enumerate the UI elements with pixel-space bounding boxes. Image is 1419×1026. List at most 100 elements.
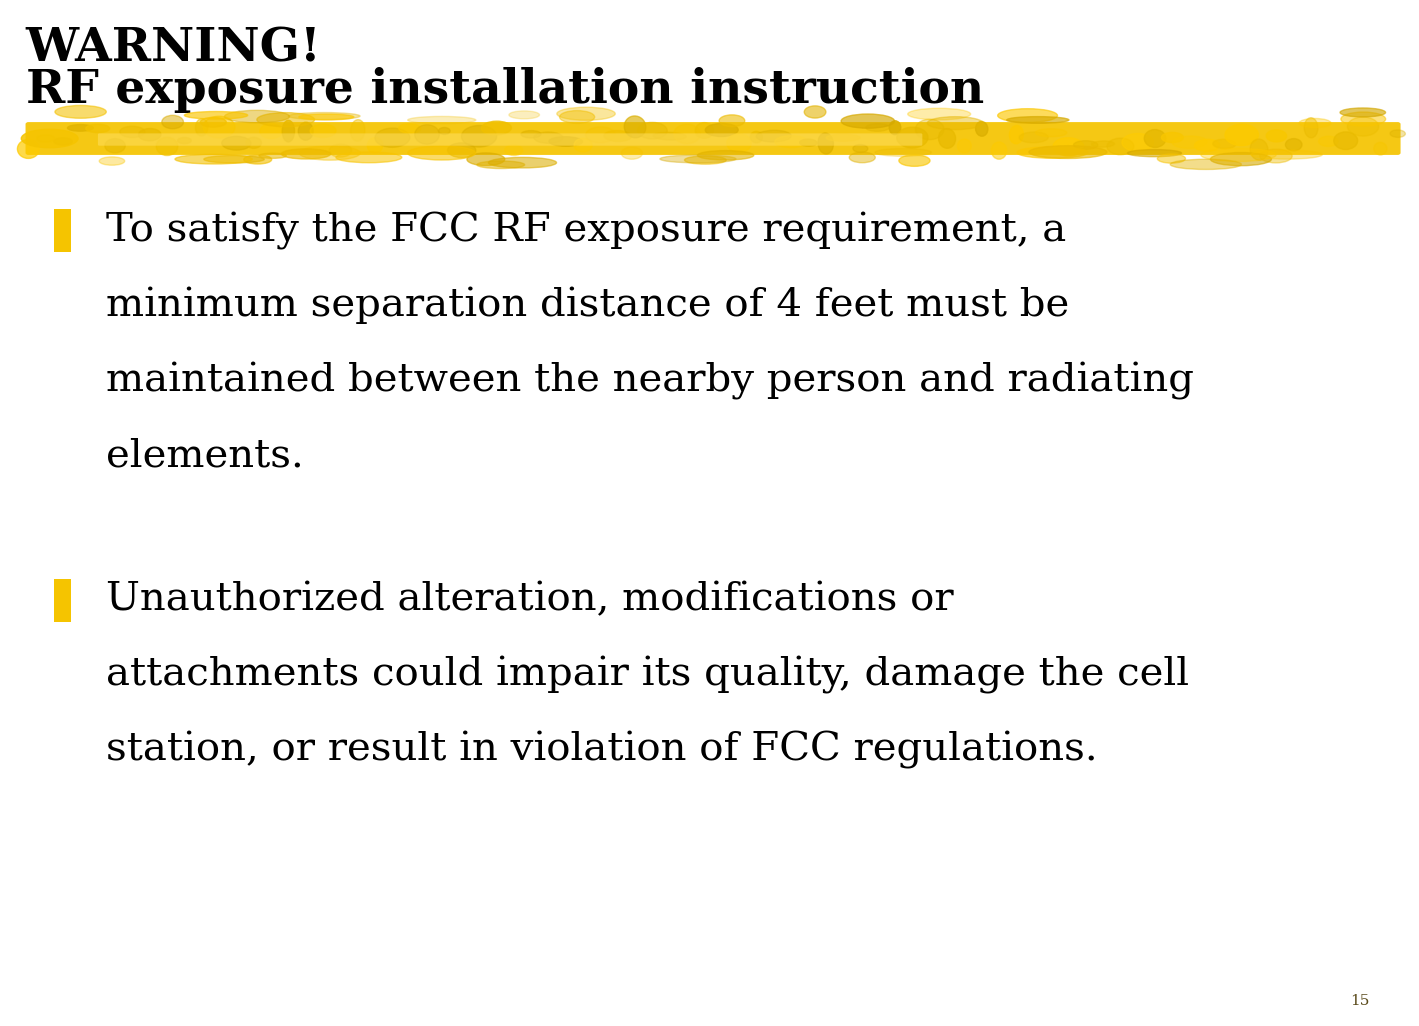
- Ellipse shape: [890, 121, 901, 134]
- FancyBboxPatch shape: [26, 122, 1401, 155]
- Ellipse shape: [350, 120, 365, 142]
- Ellipse shape: [705, 123, 738, 136]
- Ellipse shape: [1161, 132, 1183, 143]
- Ellipse shape: [719, 115, 745, 126]
- Ellipse shape: [1171, 159, 1242, 169]
- Ellipse shape: [184, 112, 248, 119]
- Ellipse shape: [68, 124, 94, 131]
- Ellipse shape: [17, 140, 40, 158]
- Ellipse shape: [54, 137, 72, 145]
- Ellipse shape: [244, 155, 271, 164]
- Ellipse shape: [488, 157, 556, 168]
- Ellipse shape: [805, 106, 826, 118]
- Ellipse shape: [938, 128, 955, 149]
- Ellipse shape: [509, 111, 539, 119]
- Ellipse shape: [139, 128, 160, 141]
- Ellipse shape: [99, 157, 125, 165]
- Ellipse shape: [975, 121, 988, 136]
- Ellipse shape: [245, 137, 261, 149]
- Ellipse shape: [1391, 130, 1405, 137]
- Ellipse shape: [477, 161, 525, 168]
- Ellipse shape: [105, 139, 125, 153]
- Ellipse shape: [177, 137, 192, 144]
- Ellipse shape: [697, 151, 753, 160]
- Ellipse shape: [559, 111, 595, 123]
- Text: attachments could impair its quality, damage the cell: attachments could impair its quality, da…: [106, 656, 1189, 695]
- Text: maintained between the nearby person and radiating: maintained between the nearby person and…: [106, 361, 1195, 400]
- Ellipse shape: [299, 146, 360, 160]
- Ellipse shape: [224, 111, 289, 123]
- Ellipse shape: [156, 137, 177, 156]
- Ellipse shape: [368, 137, 383, 153]
- Ellipse shape: [203, 116, 236, 137]
- Ellipse shape: [1128, 150, 1182, 157]
- Ellipse shape: [55, 106, 106, 118]
- Ellipse shape: [1158, 154, 1185, 163]
- Ellipse shape: [258, 153, 287, 158]
- Ellipse shape: [1144, 129, 1166, 148]
- Ellipse shape: [897, 127, 928, 148]
- Ellipse shape: [853, 145, 868, 153]
- Text: station, or result in violation of FCC regulations.: station, or result in violation of FCC r…: [106, 731, 1098, 770]
- Ellipse shape: [481, 121, 511, 134]
- Ellipse shape: [282, 120, 295, 142]
- Ellipse shape: [727, 134, 751, 153]
- Ellipse shape: [908, 109, 971, 120]
- Ellipse shape: [1225, 124, 1259, 146]
- Ellipse shape: [866, 124, 890, 131]
- Ellipse shape: [674, 124, 701, 144]
- Text: To satisfy the FCC RF exposure requirement, a: To satisfy the FCC RF exposure requireme…: [106, 211, 1067, 250]
- Ellipse shape: [1374, 143, 1386, 155]
- Ellipse shape: [1006, 117, 1069, 123]
- Ellipse shape: [1122, 133, 1154, 151]
- Ellipse shape: [200, 117, 226, 127]
- Ellipse shape: [1318, 136, 1338, 147]
- Ellipse shape: [288, 113, 360, 120]
- Text: minimum separation distance of 4 feet must be: minimum separation distance of 4 feet mu…: [106, 287, 1070, 324]
- Text: Unauthorized alteration, modifications or: Unauthorized alteration, modifications o…: [106, 582, 954, 619]
- Ellipse shape: [660, 155, 736, 163]
- Ellipse shape: [756, 130, 792, 142]
- Ellipse shape: [637, 122, 667, 139]
- Ellipse shape: [407, 116, 475, 124]
- Ellipse shape: [775, 135, 807, 148]
- Text: WARNING!: WARNING!: [26, 26, 321, 72]
- Ellipse shape: [1017, 147, 1088, 158]
- Ellipse shape: [438, 127, 450, 134]
- Ellipse shape: [461, 125, 497, 147]
- Ellipse shape: [260, 124, 282, 139]
- Ellipse shape: [1200, 149, 1276, 161]
- Ellipse shape: [1340, 108, 1385, 117]
- Ellipse shape: [281, 149, 331, 159]
- Ellipse shape: [407, 146, 475, 160]
- Ellipse shape: [257, 113, 315, 127]
- Ellipse shape: [684, 156, 727, 164]
- Ellipse shape: [329, 144, 352, 157]
- Ellipse shape: [375, 128, 410, 148]
- Ellipse shape: [414, 125, 440, 145]
- Ellipse shape: [556, 107, 616, 120]
- Ellipse shape: [1298, 118, 1331, 127]
- Ellipse shape: [1074, 141, 1098, 150]
- Ellipse shape: [467, 153, 505, 165]
- Ellipse shape: [298, 122, 314, 141]
- Ellipse shape: [1172, 136, 1208, 149]
- Ellipse shape: [1195, 140, 1219, 151]
- Ellipse shape: [1091, 141, 1114, 147]
- Ellipse shape: [221, 136, 251, 150]
- Ellipse shape: [1266, 130, 1287, 142]
- Ellipse shape: [1286, 139, 1303, 151]
- Ellipse shape: [37, 134, 54, 143]
- Ellipse shape: [119, 126, 145, 137]
- Ellipse shape: [876, 149, 931, 156]
- Ellipse shape: [1304, 118, 1318, 137]
- Ellipse shape: [85, 124, 109, 132]
- Ellipse shape: [505, 145, 522, 156]
- Ellipse shape: [998, 109, 1057, 122]
- Ellipse shape: [162, 115, 183, 128]
- Ellipse shape: [399, 124, 420, 133]
- Ellipse shape: [817, 133, 833, 154]
- Ellipse shape: [21, 129, 78, 148]
- Ellipse shape: [695, 123, 714, 139]
- Ellipse shape: [575, 139, 592, 152]
